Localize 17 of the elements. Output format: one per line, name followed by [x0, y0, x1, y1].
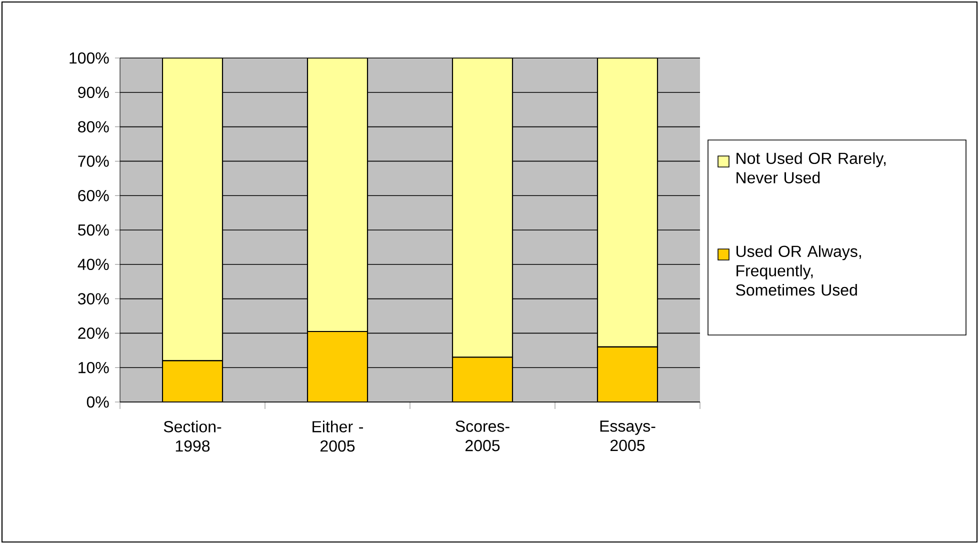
y-tick-label: 20% [78, 328, 109, 339]
y-tick-label: 0% [86, 396, 109, 408]
y-tick-label: 70% [78, 156, 109, 167]
x-tick-label: Essays- 2005 [600, 420, 656, 452]
y-tick-label: 40% [78, 258, 109, 270]
x-tick-label: Either - 2005 [312, 420, 364, 452]
y-tick-label: 30% [78, 293, 109, 304]
x-tick-label: Scores- 2005 [456, 420, 510, 452]
y-tick-label: 50% [78, 224, 109, 236]
y-tick-label: 60% [78, 190, 109, 202]
y-tick-label: 10% [78, 362, 109, 374]
x-tick-label: Section- 1998 [164, 420, 222, 452]
y-tick-label: 90% [78, 86, 109, 98]
legend-label: Not Used OR Rarely, Never Used [736, 152, 886, 184]
y-tick-label: 80% [78, 121, 109, 132]
legend-label: Used OR Always, Frequently, Sometimes Used [736, 245, 861, 296]
y-tick-label: 100% [70, 52, 109, 64]
